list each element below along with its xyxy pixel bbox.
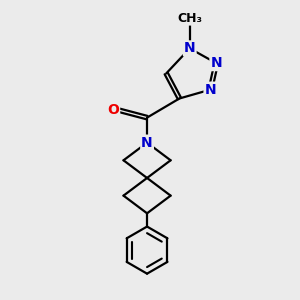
Text: O: O	[107, 103, 119, 117]
Text: N: N	[141, 136, 153, 150]
Text: N: N	[205, 82, 216, 97]
Text: N: N	[184, 41, 196, 56]
Text: N: N	[210, 56, 222, 70]
Text: CH₃: CH₃	[177, 12, 202, 25]
